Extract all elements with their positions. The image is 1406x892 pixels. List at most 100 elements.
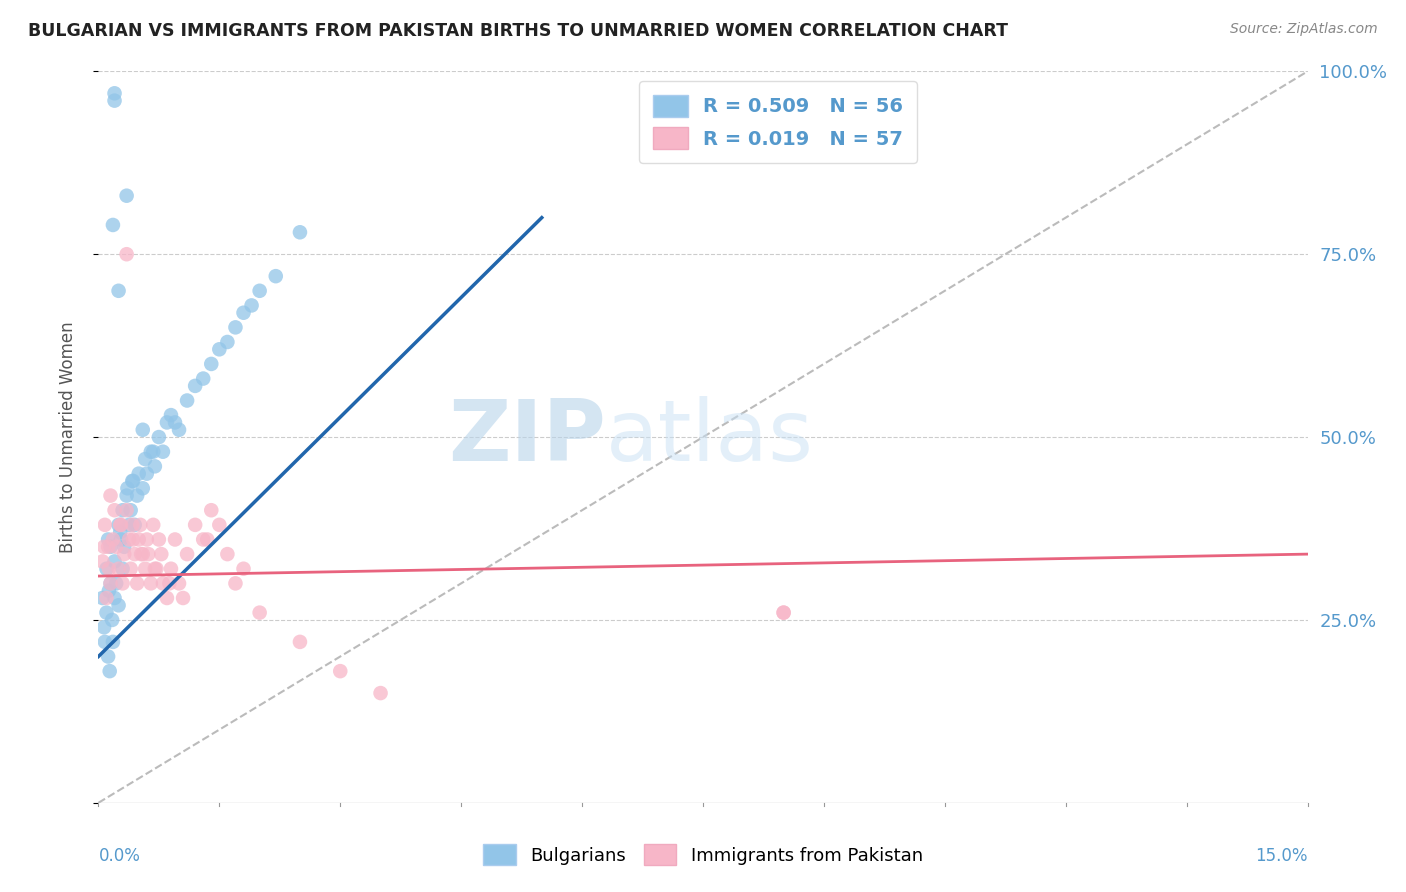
Point [157, 576, 180, 591]
Point [122, 533, 145, 547]
Point [132, 481, 155, 495]
Point [110, 517, 132, 532]
Point [134, 562, 156, 576]
Point [118, 517, 141, 532]
Point [93, 620, 115, 634]
Point [129, 547, 152, 561]
Point [208, 517, 231, 532]
Point [121, 517, 143, 532]
Point [200, 503, 222, 517]
Point [160, 408, 183, 422]
Point [118, 533, 141, 547]
Point [145, 562, 167, 576]
Point [96, 562, 118, 576]
Point [329, 664, 352, 678]
Point [107, 284, 129, 298]
Point [98, 664, 121, 678]
Point [129, 517, 152, 532]
Point [97, 533, 120, 547]
Point [195, 533, 218, 547]
Point [128, 533, 150, 547]
Point [103, 94, 125, 108]
Point [105, 540, 128, 554]
Point [115, 247, 138, 261]
Point [97, 540, 120, 554]
Point [111, 562, 134, 576]
Point [96, 606, 118, 620]
Point [103, 87, 125, 101]
Point [115, 489, 138, 503]
Point [97, 649, 120, 664]
Point [101, 533, 124, 547]
Point [139, 444, 162, 458]
Point [224, 320, 246, 334]
Text: 15.0%: 15.0% [1256, 847, 1308, 864]
Point [135, 533, 157, 547]
Point [135, 467, 157, 481]
Point [94, 517, 117, 532]
Point [115, 188, 138, 202]
Point [150, 547, 173, 561]
Point [91, 591, 114, 605]
Point [121, 474, 143, 488]
Point [163, 416, 186, 430]
Point [249, 606, 271, 620]
Point [156, 416, 179, 430]
Point [107, 599, 129, 613]
Point [240, 298, 263, 312]
Point [96, 591, 118, 605]
Point [132, 547, 155, 561]
Point [264, 269, 287, 284]
Point [107, 562, 129, 576]
Point [139, 576, 162, 591]
Point [167, 423, 190, 437]
Point [101, 613, 124, 627]
Point [176, 547, 198, 561]
Point [208, 343, 231, 357]
Text: atlas: atlas [606, 395, 814, 479]
Point [108, 525, 131, 540]
Point [111, 576, 134, 591]
Point [110, 533, 132, 547]
Text: ZIP: ZIP [449, 395, 606, 479]
Text: Source: ZipAtlas.com: Source: ZipAtlas.com [1230, 22, 1378, 37]
Point [163, 533, 186, 547]
Point [122, 474, 145, 488]
Point [143, 459, 166, 474]
Point [117, 481, 139, 495]
Point [127, 489, 149, 503]
Point [97, 562, 120, 576]
Point [184, 379, 207, 393]
Point [772, 606, 794, 620]
Point [167, 576, 190, 591]
Point [108, 517, 131, 532]
Point [232, 562, 254, 576]
Point [193, 533, 215, 547]
Point [120, 503, 142, 517]
Point [143, 562, 166, 576]
Point [100, 576, 122, 591]
Point [101, 218, 124, 232]
Point [288, 225, 311, 239]
Point [101, 635, 124, 649]
Point [772, 606, 794, 620]
Point [97, 583, 120, 598]
Point [91, 554, 114, 568]
Point [370, 686, 392, 700]
Point [100, 576, 122, 591]
Point [148, 533, 170, 547]
Point [200, 357, 222, 371]
Point [184, 517, 207, 532]
Point [148, 430, 170, 444]
Point [128, 467, 150, 481]
Point [152, 576, 174, 591]
Point [100, 540, 122, 554]
Point [103, 591, 125, 605]
Legend: Bulgarians, Immigrants from Pakistan: Bulgarians, Immigrants from Pakistan [474, 835, 932, 874]
Point [103, 554, 125, 568]
Point [105, 576, 128, 591]
Text: BULGARIAN VS IMMIGRANTS FROM PAKISTAN BIRTHS TO UNMARRIED WOMEN CORRELATION CHAR: BULGARIAN VS IMMIGRANTS FROM PAKISTAN BI… [28, 22, 1008, 40]
Point [100, 489, 122, 503]
Point [134, 452, 156, 467]
Point [93, 540, 115, 554]
